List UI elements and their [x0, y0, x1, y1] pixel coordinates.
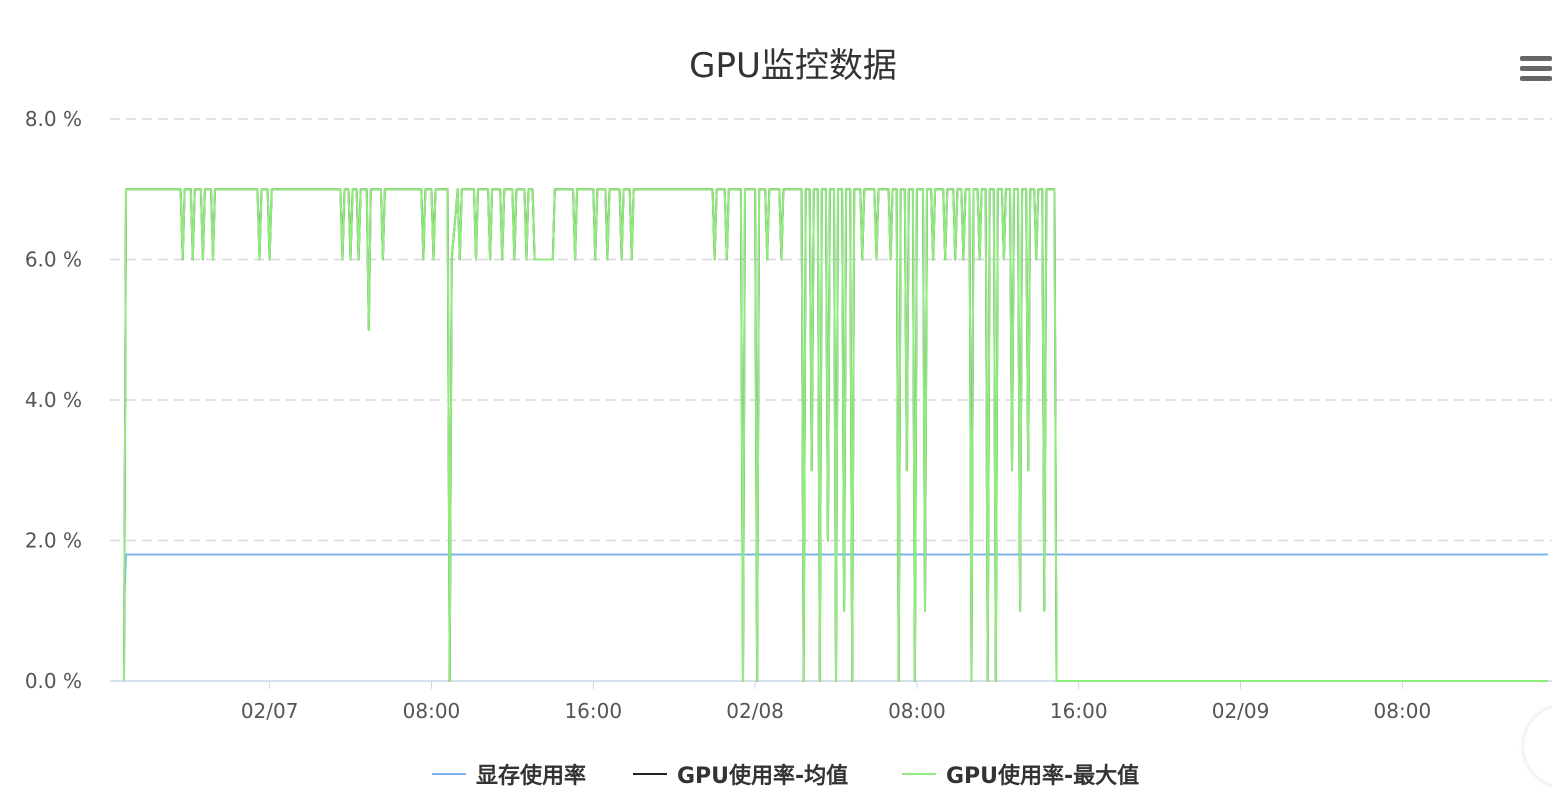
y-tick-label: 4.0 %: [25, 388, 82, 412]
legend-item-gpu-usage-mean[interactable]: GPU使用率-均值: [633, 756, 848, 792]
x-tick-label: 02/07: [241, 699, 299, 723]
series-line-gpu-usage-max[interactable]: [123, 188, 1548, 682]
x-tick-label: 08:00: [1374, 699, 1432, 723]
chart-legend: 显存使用率 GPU使用率-均值 GPU使用率-最大值: [0, 756, 1552, 792]
x-tick-label: 16:00: [564, 699, 622, 723]
x-tick-label: 02/09: [1212, 699, 1270, 723]
hamburger-menu-icon: [1520, 76, 1552, 81]
legend-swatch: [633, 773, 667, 775]
chart-title: GPU监控数据: [689, 46, 897, 86]
legend-item-memory-usage[interactable]: 显存使用率: [432, 756, 586, 792]
x-axis-labels: 02/07 08:00 16:00 02/08 08:00 16:00 02/09 08:00: [241, 681, 1431, 723]
y-tick-label: 2.0 %: [25, 529, 82, 553]
legend-item-gpu-usage-max[interactable]: GPU使用率-最大值: [902, 756, 1139, 792]
x-tick-label: 02/08: [726, 699, 784, 723]
chart-menu-button[interactable]: [1520, 56, 1552, 84]
legend-label: 显存使用率: [476, 764, 587, 789]
hamburger-menu-icon: [1520, 56, 1552, 61]
x-tick-label: 08:00: [403, 699, 461, 723]
y-tick-label: 6.0 %: [25, 248, 82, 272]
grid-lines: [110, 118, 1552, 682]
series-lines: [123, 188, 1548, 682]
legend-swatch: [432, 773, 466, 775]
y-axis-labels: 0.0 % 2.0 % 4.0 % 6.0 % 8.0 %: [25, 107, 82, 693]
x-tick-label: 16:00: [1050, 699, 1108, 723]
y-tick-label: 8.0 %: [25, 107, 82, 131]
legend-swatch: [902, 773, 936, 775]
legend-label: GPU使用率-最大值: [946, 764, 1140, 789]
y-tick-label: 0.0 %: [25, 669, 82, 693]
legend-label: GPU使用率-均值: [677, 764, 849, 789]
hamburger-menu-icon: [1520, 66, 1552, 71]
x-tick-label: 08:00: [888, 699, 946, 723]
